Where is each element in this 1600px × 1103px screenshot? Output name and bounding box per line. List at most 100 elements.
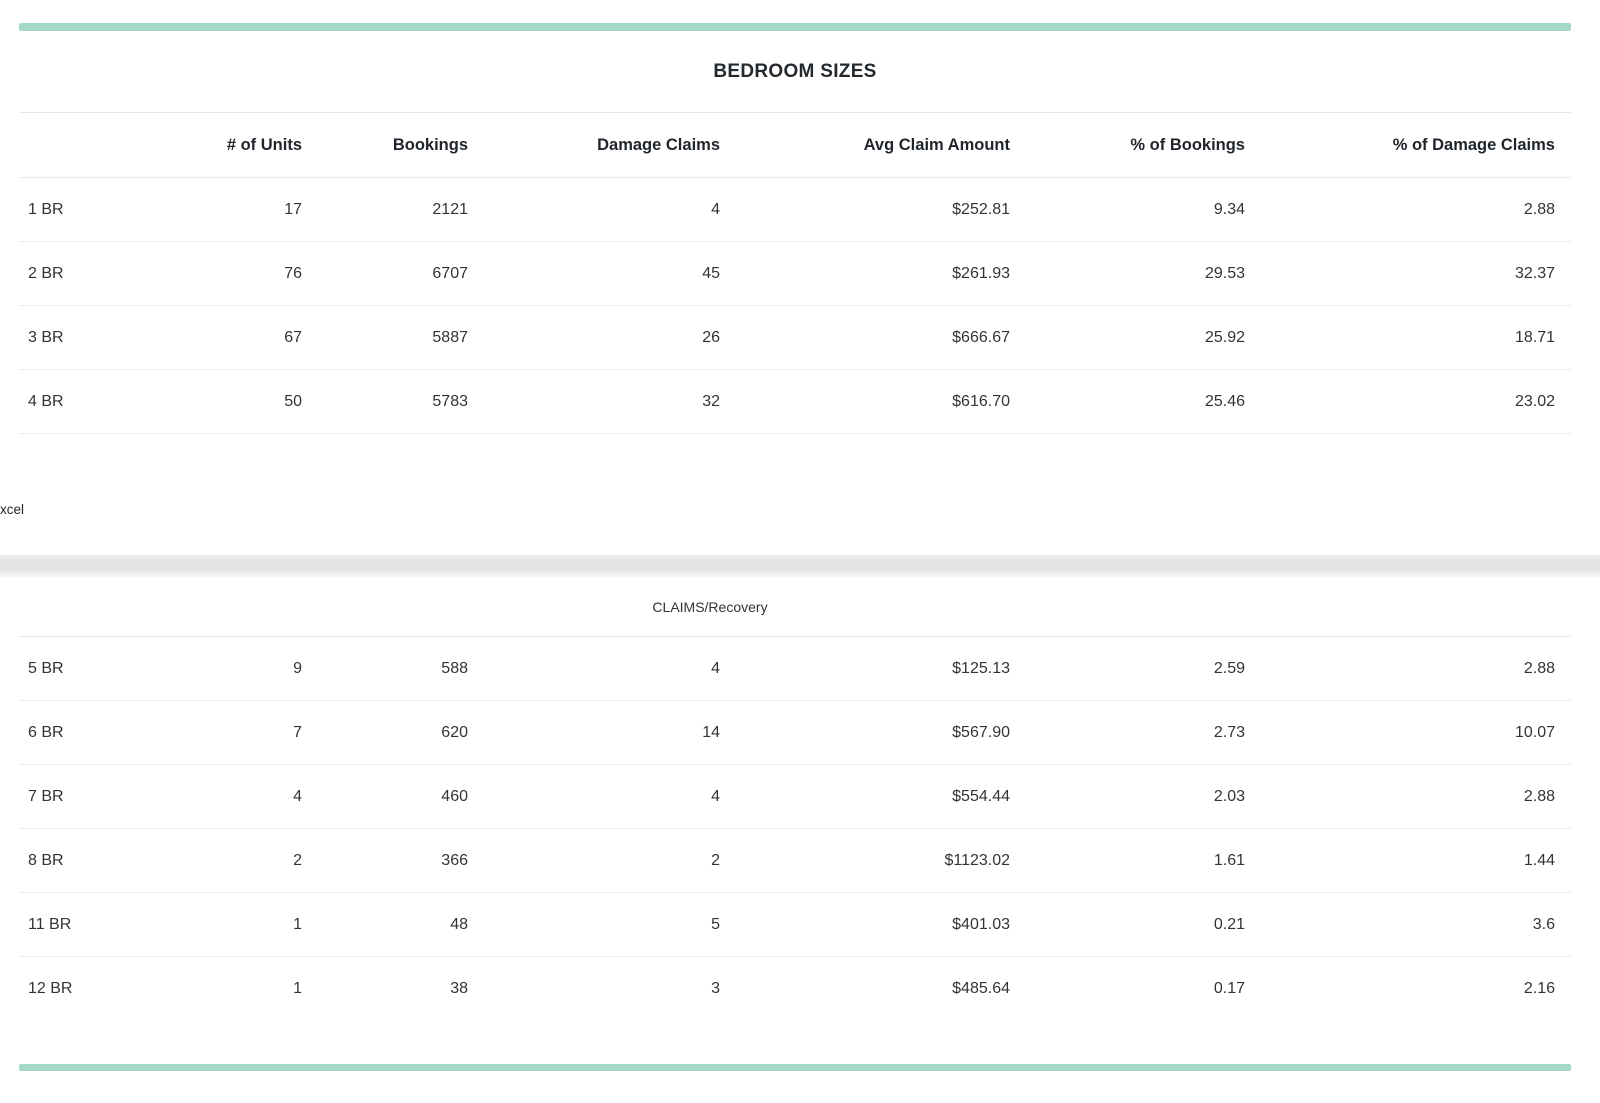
table-row: 3 BR 67 5887 26 $666.67 25.92 18.71 bbox=[19, 306, 1571, 370]
bottom-report-panel: CLAIMS/Recovery 5 BR 9 588 4 $125.13 2.59 2.88… bbox=[0, 577, 1600, 1071]
pct-damage-claims-cell: 2.16 bbox=[1523, 980, 1555, 997]
bookings-cell: 48 bbox=[450, 915, 468, 933]
bedroom-label-cell: 7 BR bbox=[28, 787, 64, 805]
damage-claims-cell: 4 bbox=[711, 659, 720, 677]
damage-claims-cell: 4 bbox=[711, 200, 720, 218]
avg-claim-amount-cell: $1123.02 bbox=[944, 851, 1010, 869]
bookings-cell: 620 bbox=[441, 723, 468, 741]
pct-damage-claims-cell: 2.88 bbox=[1523, 787, 1555, 805]
column-header-cell: # of Units bbox=[226, 135, 302, 154]
table-row: 6 BR 7 620 14 $567.90 2.73 10.07 bbox=[19, 701, 1571, 765]
table-row: 7 BR 4 460 4 $554.44 2.03 2.88 bbox=[19, 765, 1571, 829]
units-cell: 50 bbox=[284, 392, 302, 410]
pct-bookings-cell: 25.92 bbox=[1204, 328, 1245, 346]
pct-damage-claims-cell: 32.37 bbox=[1514, 264, 1555, 282]
bedroom-label-cell: 2 BR bbox=[28, 264, 64, 282]
bookings-cell: 366 bbox=[441, 851, 468, 869]
bedroom-label-cell: 1 BR bbox=[28, 200, 64, 218]
bookings-cell: 588 bbox=[441, 659, 468, 677]
pct-damage-claims-cell: 18.71 bbox=[1514, 328, 1555, 346]
avg-claim-amount-cell: $252.81 bbox=[952, 200, 1010, 218]
bedroom-label-cell: 8 BR bbox=[28, 851, 64, 869]
avg-claim-amount-cell: $567.90 bbox=[952, 723, 1010, 741]
units-cell: 17 bbox=[284, 200, 302, 218]
damage-claims-cell: 4 bbox=[711, 787, 720, 805]
units-cell: 4 bbox=[293, 787, 302, 805]
bookings-cell: 5783 bbox=[432, 392, 468, 410]
units-cell: 1 bbox=[293, 980, 302, 997]
bottom-table-spacer bbox=[19, 1021, 1571, 1064]
avg-claim-amount-cell: $261.93 bbox=[952, 264, 1010, 282]
pct-damage-claims-cell: 2.88 bbox=[1523, 200, 1555, 218]
damage-claims-cell: 14 bbox=[702, 723, 720, 741]
bedroom-sizes-table-rows: 1 BR 17 2121 4 $252.81 9.34 2.88 2 BR 76 6707 45 $2… bbox=[19, 178, 1571, 434]
export-strip: xcel bbox=[0, 434, 1600, 555]
column-header-cell: Avg Claim Amount bbox=[863, 135, 1010, 154]
damage-claims-cell: 5 bbox=[711, 915, 720, 933]
pct-damage-claims-cell: 2.88 bbox=[1523, 659, 1555, 677]
bedroom-label-cell: 3 BR bbox=[28, 328, 64, 346]
bedroom-label-cell: 5 BR bbox=[28, 659, 64, 677]
pct-bookings-cell: 2.03 bbox=[1213, 787, 1245, 805]
pct-damage-claims-cell: 23.02 bbox=[1514, 392, 1555, 410]
bookings-cell: 460 bbox=[441, 787, 468, 805]
units-cell: 2 bbox=[293, 851, 302, 869]
panel-top-accent-bar bbox=[19, 23, 1571, 31]
report-subtitle-block: CLAIMS/Recovery bbox=[19, 577, 1571, 637]
column-header-cell: % of Bookings bbox=[1130, 135, 1245, 154]
avg-claim-amount-cell: $401.03 bbox=[952, 915, 1010, 933]
export-to-excel-link[interactable]: xcel bbox=[0, 502, 25, 517]
bookings-cell: 6707 bbox=[432, 264, 468, 282]
bedroom-label-cell: 12 BR bbox=[28, 980, 73, 997]
pct-bookings-cell: 9.34 bbox=[1213, 200, 1245, 218]
panel-divider-bar bbox=[0, 555, 1600, 577]
avg-claim-amount-cell: $125.13 bbox=[952, 659, 1010, 677]
column-header-cell: Damage Claims bbox=[597, 135, 720, 154]
table-row: 4 BR 50 5783 32 $616.70 25.46 23.02 bbox=[19, 370, 1571, 434]
bookings-cell: 38 bbox=[450, 980, 468, 997]
section-title: CLAIMS/Recovery bbox=[652, 598, 768, 615]
damage-claims-cell: 2 bbox=[711, 851, 720, 869]
page-title: BEDROOM SIZES bbox=[713, 60, 877, 82]
avg-claim-amount-cell: $485.64 bbox=[952, 980, 1010, 997]
avg-claim-amount-cell: $616.70 bbox=[952, 392, 1010, 410]
pct-bookings-cell: 0.17 bbox=[1213, 980, 1245, 997]
table-row: 5 BR 9 588 4 $125.13 2.59 2.88 bbox=[19, 637, 1571, 701]
top-report-panel: BEDROOM SIZES # of Units Bookings Damage C… bbox=[0, 23, 1600, 434]
table-row: 11 BR 1 48 5 $401.03 0.21 3.6 bbox=[19, 893, 1571, 957]
pct-damage-claims-cell: 3.6 bbox=[1532, 915, 1555, 933]
damage-claims-cell: 32 bbox=[702, 392, 720, 410]
table-header-row: # of Units Bookings Damage Claims Avg Claim… bbox=[19, 113, 1571, 178]
top-margin bbox=[0, 0, 1600, 23]
bedroom-label-cell: 4 BR bbox=[28, 392, 64, 410]
pct-bookings-cell: 2.59 bbox=[1213, 659, 1245, 677]
damage-claims-cell: 45 bbox=[702, 264, 720, 282]
units-cell: 9 bbox=[293, 659, 302, 677]
bookings-cell: 2121 bbox=[432, 200, 468, 218]
units-cell: 67 bbox=[284, 328, 302, 346]
bedroom-label-cell: 11 BR bbox=[28, 915, 72, 933]
pct-bookings-cell: 2.73 bbox=[1213, 723, 1245, 741]
table-row: 2 BR 76 6707 45 $261.93 29.53 32.37 bbox=[19, 242, 1571, 306]
pct-damage-claims-cell: 10.07 bbox=[1514, 723, 1555, 741]
column-header-cell: Bookings bbox=[392, 135, 468, 154]
table-row: 1 BR 17 2121 4 $252.81 9.34 2.88 bbox=[19, 178, 1571, 242]
units-cell: 1 bbox=[293, 915, 302, 933]
avg-claim-amount-cell: $554.44 bbox=[952, 787, 1010, 805]
pct-bookings-cell: 0.21 bbox=[1213, 915, 1245, 933]
pct-bookings-cell: 29.53 bbox=[1204, 264, 1245, 282]
units-cell: 76 bbox=[284, 264, 302, 282]
damage-claims-cell: 26 bbox=[702, 328, 720, 346]
pct-bookings-cell: 25.46 bbox=[1204, 392, 1245, 410]
bookings-cell: 5887 bbox=[432, 328, 468, 346]
column-header-cell: % of Damage Claims bbox=[1392, 135, 1555, 154]
report-title-block: BEDROOM SIZES bbox=[19, 31, 1571, 113]
panel-bottom-accent-bar bbox=[19, 1064, 1571, 1071]
claims-recovery-table-rows: 5 BR 9 588 4 $125.13 2.59 2.88 6 BR 7 620 14 $567.9… bbox=[19, 637, 1571, 1021]
avg-claim-amount-cell: $666.67 bbox=[952, 328, 1010, 346]
table-row: 12 BR 1 38 3 $485.64 0.17 2.16 bbox=[19, 957, 1571, 1021]
bedroom-label-cell: 6 BR bbox=[28, 723, 64, 741]
damage-claims-cell: 3 bbox=[711, 980, 720, 997]
pct-bookings-cell: 1.61 bbox=[1213, 851, 1245, 869]
table-row: 8 BR 2 366 2 $1123.02 1.61 1.44 bbox=[19, 829, 1571, 893]
